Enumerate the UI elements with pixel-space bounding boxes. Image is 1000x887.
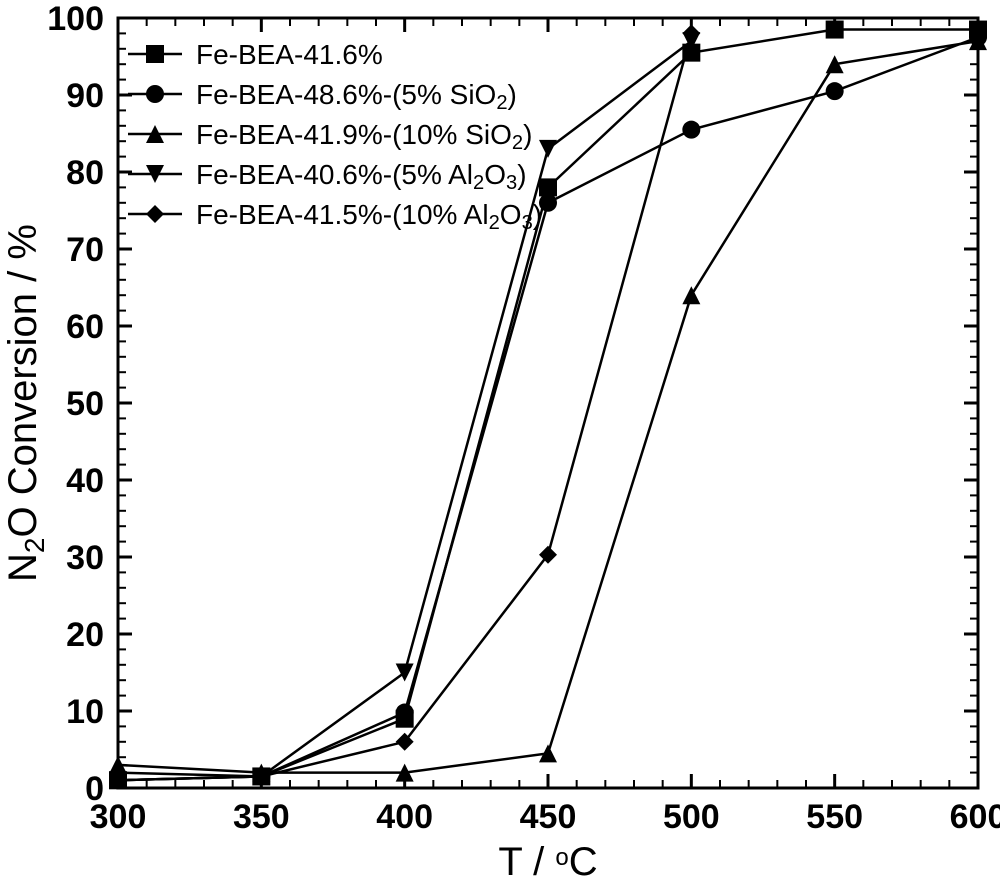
legend-label: Fe-BEA-41.9%-(10% SiO2) xyxy=(196,119,532,154)
y-tick-label: 70 xyxy=(66,231,104,269)
y-tick-label: 0 xyxy=(85,770,104,808)
y-tick-label: 80 xyxy=(66,154,104,192)
x-tick-label: 400 xyxy=(376,798,433,836)
x-tick-label: 350 xyxy=(233,798,290,836)
y-tick-label: 10 xyxy=(66,693,104,731)
x-tick-label: 600 xyxy=(950,798,1000,836)
y-tick-label: 60 xyxy=(66,308,104,346)
y-tick-label: 50 xyxy=(66,385,104,423)
legend-label: Fe-BEA-41.6% xyxy=(196,39,383,70)
legend-marker-icon xyxy=(146,45,164,63)
y-tick-label: 20 xyxy=(66,616,104,654)
y-tick-label: 90 xyxy=(66,77,104,115)
series-marker xyxy=(826,21,844,39)
series-marker xyxy=(682,121,700,139)
y-tick-label: 30 xyxy=(66,539,104,577)
x-axis-label: T / oC xyxy=(498,840,597,884)
line-chart: 3003504004505005506000102030405060708090… xyxy=(0,0,1000,887)
y-tick-label: 40 xyxy=(66,462,104,500)
y-tick-label: 100 xyxy=(47,0,104,38)
legend-label: Fe-BEA-48.6%-(5% SiO2) xyxy=(196,79,517,114)
chart-container: 3003504004505005506000102030405060708090… xyxy=(0,0,1000,887)
series-marker xyxy=(539,178,557,196)
series-marker xyxy=(826,82,844,100)
x-tick-label: 550 xyxy=(806,798,863,836)
x-tick-label: 500 xyxy=(663,798,720,836)
y-axis-label: N2O Conversion / % xyxy=(1,224,50,582)
series-marker xyxy=(396,704,414,722)
legend-marker-icon xyxy=(146,85,164,103)
x-tick-label: 450 xyxy=(520,798,577,836)
